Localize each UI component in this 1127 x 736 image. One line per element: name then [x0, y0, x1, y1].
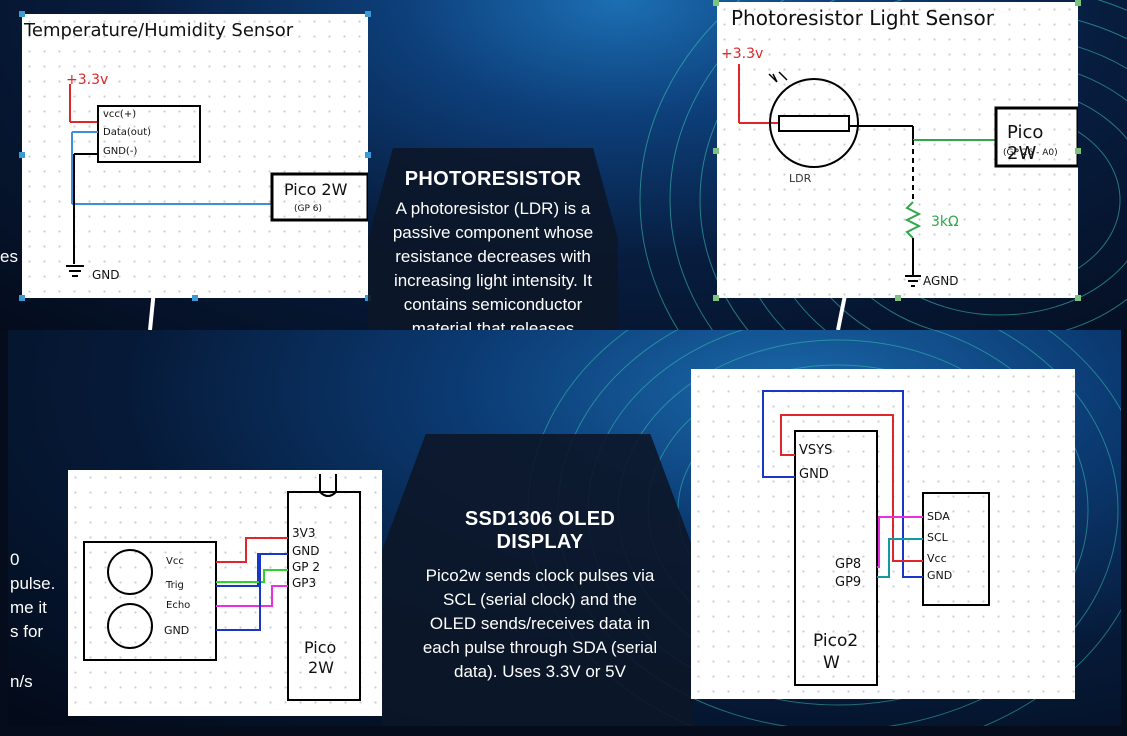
- selection-handle[interactable]: [713, 295, 719, 301]
- ultrasonic-diagram: Vcc Trig Echo GND 3V3 GND GP 2 GP3 Pico …: [68, 470, 382, 716]
- board-label: Pico2: [813, 631, 859, 651]
- pin-gnd: GND(-): [103, 146, 138, 157]
- info-line: each pulse through SDA (serial: [422, 638, 658, 657]
- selection-handle[interactable]: [19, 11, 25, 17]
- resistor-label: 3kΩ: [931, 214, 959, 230]
- selection-handle[interactable]: [895, 295, 901, 301]
- photoresistor-title: PHOTORESISTOR: [404, 168, 582, 190]
- oled-title-line1: SSD1306 OLED: [464, 508, 616, 530]
- clip-line: n/s: [10, 672, 33, 691]
- info-line: resistance decreases with: [395, 247, 591, 266]
- info-line: Pico2w sends clock pulses via: [425, 566, 655, 585]
- info-line: data). Uses 3.3V or 5V: [454, 662, 626, 681]
- info-line: passive component whose: [392, 223, 594, 242]
- oled-diagram: VSYS GND GP8 GP9 Pico2 W SDA SCL Vcc GND: [691, 369, 1075, 699]
- selection-handle[interactable]: [713, 148, 719, 154]
- clip-line: [10, 644, 55, 668]
- temperature-humidity-diagram: Temperature/Humidity Sensor +3.3v vcc(+)…: [22, 14, 368, 298]
- selection-handle[interactable]: [1075, 0, 1081, 6]
- board-label-2: 2W: [308, 658, 334, 677]
- info-line: A photoresistor (LDR) is a: [395, 199, 591, 218]
- pin-vcc: Vcc: [166, 556, 184, 567]
- board-pin-gnd: GND: [292, 544, 320, 558]
- info-line: OLED sends/receives data in: [429, 614, 651, 633]
- info-line: increasing light intensity. It: [393, 271, 593, 290]
- clipped-text-fragment: 0 pulse. me it s for n/s: [10, 548, 55, 694]
- info-line: contains semiconductor: [403, 295, 583, 314]
- oled-pin-sda: SDA: [927, 510, 950, 523]
- top-slide: es Temperature/Humidity Sensor +3.3v vcc…: [0, 0, 1127, 330]
- pin-vcc: vcc(+): [103, 109, 137, 120]
- board-pin-label: (GP 6): [294, 204, 323, 214]
- pin-trig: Trig: [166, 580, 184, 591]
- pin-echo: Echo: [166, 600, 191, 611]
- selection-handle[interactable]: [713, 0, 719, 6]
- ground-label: AGND: [923, 274, 959, 288]
- supply-label: +3.3v: [66, 72, 109, 88]
- clip-line: me it: [10, 598, 47, 617]
- board-pin-gp8: GP8: [835, 557, 862, 572]
- clip-line: pulse.: [10, 574, 56, 593]
- temp-card-title: Temperature/Humidity Sensor: [24, 20, 294, 41]
- selection-handle[interactable]: [365, 11, 371, 17]
- ldr-label: LDR: [789, 172, 812, 185]
- photoresistor-diagram: Photoresistor Light Sensor +3.3v LDR Pic…: [717, 2, 1078, 298]
- board-pin-label: (GP 26 - A0): [1003, 148, 1058, 158]
- clip-line: 0: [10, 550, 20, 569]
- oled-pin-gnd: GND: [927, 569, 953, 582]
- board-pin-gp2: GP 2: [292, 560, 320, 574]
- ground-label: GND: [92, 268, 120, 282]
- clipped-text-fragment: es: [0, 247, 18, 266]
- oled-pin-vcc: Vcc: [927, 552, 947, 565]
- board-pin-gnd: GND: [799, 467, 829, 482]
- selection-handle[interactable]: [1075, 295, 1081, 301]
- supply-label: +3.3v: [721, 46, 764, 62]
- photoresistor-info: PHOTORESISTOR A photoresistor (LDR) is a…: [368, 168, 618, 330]
- selection-handle[interactable]: [192, 295, 198, 301]
- selection-handle[interactable]: [19, 152, 25, 158]
- ldr-card-title: Photoresistor Light Sensor: [731, 6, 995, 30]
- board-label-2: W: [823, 653, 840, 673]
- board-pin-vsys: VSYS: [799, 443, 833, 458]
- selection-handle[interactable]: [365, 152, 371, 158]
- oled-info: SSD1306 OLED DISPLAY Pico2w sends clock …: [390, 508, 690, 684]
- board-pin-3v3: 3V3: [292, 526, 316, 540]
- clip-line: s for: [10, 622, 44, 641]
- info-backdrop: [382, 434, 694, 726]
- bottom-slide: 0 pulse. me it s for n/s Vcc Trig Echo G…: [8, 330, 1121, 726]
- oled-pin-scl: SCL: [927, 531, 948, 544]
- oled-title-line2: DISPLAY: [496, 531, 584, 553]
- board-pin-gp3: GP3: [292, 576, 317, 590]
- board-label: Pico: [304, 638, 337, 657]
- board-label: Pico 2W: [284, 180, 348, 199]
- selection-handle[interactable]: [19, 295, 25, 301]
- pin-data: Data(out): [103, 127, 152, 138]
- pin-gnd: GND: [164, 624, 190, 637]
- info-line: material that releases: [411, 319, 575, 330]
- info-line: SCL (serial clock) and the: [442, 590, 637, 609]
- board-pin-gp9: GP9: [835, 575, 862, 590]
- selection-handle[interactable]: [1075, 148, 1081, 154]
- board-label: Pico 2W: [1007, 122, 1044, 164]
- info-backdrop: [368, 148, 618, 330]
